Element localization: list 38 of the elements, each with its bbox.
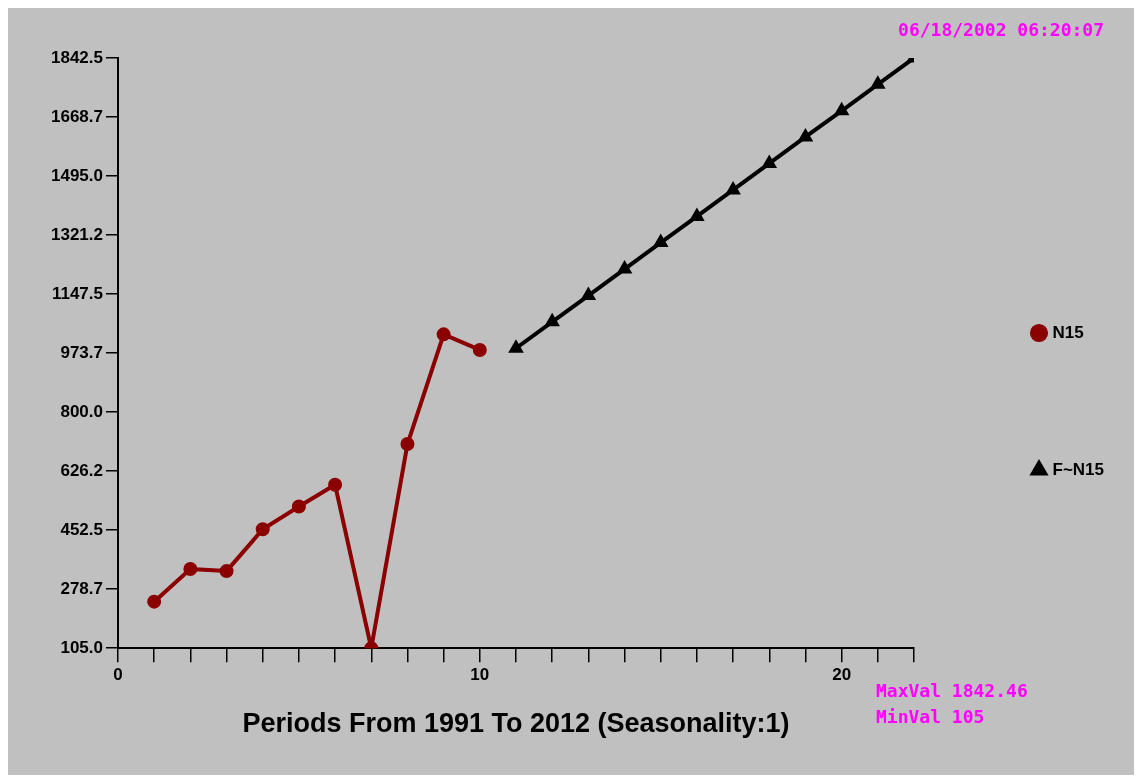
text: 06/18/2002 06:20:07 bbox=[898, 18, 1104, 40]
legend-label: N15 bbox=[1052, 322, 1084, 342]
text: MinVal 105 bbox=[876, 705, 985, 727]
point bbox=[581, 286, 596, 301]
point bbox=[255, 522, 270, 537]
point bbox=[509, 341, 523, 353]
x-axis-title: Periods From 1991 To 2012 (Seasonality:1) bbox=[242, 708, 790, 739]
x-tick-label: 0 bbox=[113, 665, 123, 685]
y-tick-label: 1321.2 bbox=[51, 224, 103, 244]
point bbox=[219, 564, 234, 579]
y-tick-label: 105.0 bbox=[60, 637, 103, 657]
point bbox=[834, 101, 850, 116]
point bbox=[328, 477, 343, 492]
point bbox=[690, 209, 704, 221]
point bbox=[147, 594, 162, 609]
x-tick-label: 20 bbox=[832, 665, 852, 685]
point bbox=[653, 233, 669, 248]
point bbox=[400, 437, 415, 452]
y-tick-label: 452.5 bbox=[60, 519, 103, 539]
point bbox=[871, 77, 885, 89]
y-tick-label: 278.7 bbox=[60, 578, 103, 598]
point bbox=[726, 182, 740, 195]
y-tick-label: 1668.7 bbox=[51, 106, 103, 126]
y-tick-label: 1842.5 bbox=[51, 47, 103, 67]
y-tick-label: 973.7 bbox=[60, 342, 103, 362]
legend-label: F~N15 bbox=[1052, 459, 1104, 479]
point bbox=[183, 562, 198, 577]
point bbox=[472, 342, 487, 357]
y-tick-label: 1147.5 bbox=[51, 283, 103, 303]
x-tick-label: 10 bbox=[470, 665, 490, 685]
point bbox=[436, 327, 451, 342]
point bbox=[762, 156, 776, 168]
y-tick-label: 800.0 bbox=[60, 401, 103, 421]
y-tick-label: 626.2 bbox=[60, 460, 103, 480]
y-tick-label: 1495.0 bbox=[51, 165, 103, 185]
point bbox=[545, 312, 560, 327]
point bbox=[291, 499, 306, 514]
text: MaxVal 1842.46 bbox=[876, 679, 1028, 701]
